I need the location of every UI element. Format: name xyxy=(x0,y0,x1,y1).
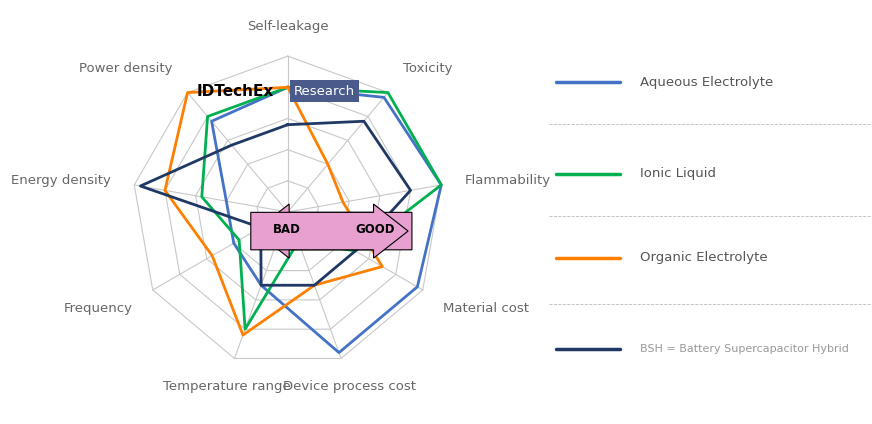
Text: Research: Research xyxy=(294,85,355,98)
Text: Organic Electrolyte: Organic Electrolyte xyxy=(640,251,767,264)
Text: Temperature range: Temperature range xyxy=(162,380,290,393)
Text: GOOD: GOOD xyxy=(356,223,395,236)
Text: IDTechEx: IDTechEx xyxy=(196,84,274,99)
Text: Toxicity: Toxicity xyxy=(403,61,453,75)
Text: Frequency: Frequency xyxy=(64,301,133,315)
Text: Aqueous Electrolyte: Aqueous Electrolyte xyxy=(640,76,773,89)
Text: Self-leakage: Self-leakage xyxy=(247,20,329,33)
FancyArrow shape xyxy=(251,204,408,258)
Text: Device process cost: Device process cost xyxy=(283,380,416,393)
Text: Ionic Liquid: Ionic Liquid xyxy=(640,167,716,180)
Text: Flammability: Flammability xyxy=(464,174,550,187)
Text: Energy density: Energy density xyxy=(11,174,112,187)
Text: Material cost: Material cost xyxy=(443,301,529,315)
Text: BSH = Battery Supercapacitor Hybrid: BSH = Battery Supercapacitor Hybrid xyxy=(640,344,848,354)
Text: BAD: BAD xyxy=(273,223,301,236)
FancyArrow shape xyxy=(255,204,412,258)
Text: Power density: Power density xyxy=(79,61,173,75)
